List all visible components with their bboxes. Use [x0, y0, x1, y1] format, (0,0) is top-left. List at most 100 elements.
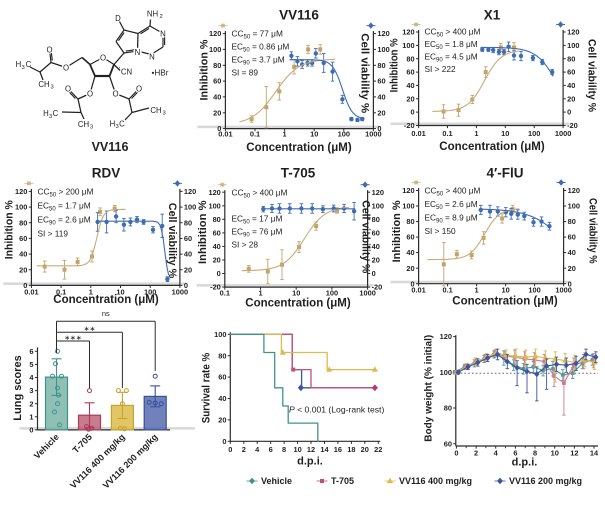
svg-text:N: N [160, 29, 166, 38]
svg-text:80: 80 [377, 61, 385, 70]
svg-text:0.1: 0.1 [220, 289, 230, 298]
svg-text:10: 10 [501, 286, 509, 295]
svg-text:40: 40 [377, 93, 385, 102]
svg-text:VV116: VV116 [279, 8, 319, 23]
svg-text:20: 20 [406, 264, 414, 273]
svg-text:Concentration (μM): Concentration (μM) [53, 294, 159, 306]
svg-text:20: 20 [372, 256, 380, 265]
svg-text:-20: -20 [567, 121, 578, 130]
svg-text:1: 1 [258, 289, 262, 298]
svg-text:N: N [149, 52, 155, 61]
svg-text:3: 3 [51, 85, 54, 91]
svg-text:80: 80 [406, 217, 414, 226]
svg-text:120: 120 [567, 28, 579, 37]
svg-text:100: 100 [402, 202, 414, 211]
svg-text:20: 20 [361, 445, 369, 454]
svg-text:O: O [136, 84, 142, 93]
svg-text:100: 100 [528, 286, 540, 295]
svg-text:Concentration (μM): Concentration (μM) [439, 141, 545, 153]
svg-text:0: 0 [377, 124, 381, 133]
svg-text:SI = 89: SI = 89 [232, 68, 259, 78]
svg-text:20: 20 [406, 94, 414, 103]
svg-text:0.1: 0.1 [56, 288, 66, 297]
svg-text:100: 100 [567, 41, 579, 50]
svg-text:40: 40 [372, 242, 380, 251]
svg-text:0.1: 0.1 [442, 129, 452, 138]
svg-text:6: 6 [29, 347, 33, 356]
svg-text:0.01: 0.01 [218, 130, 232, 139]
svg-text:4′-FlU: 4′-FlU [487, 166, 524, 181]
svg-text:N: N [135, 48, 141, 57]
svg-text:3: 3 [90, 125, 93, 131]
svg-text:1: 1 [29, 412, 33, 421]
svg-text:10: 10 [116, 288, 124, 297]
svg-text:80: 80 [567, 54, 575, 63]
svg-text:3: 3 [29, 386, 33, 395]
svg-text:80: 80 [218, 351, 226, 360]
svg-text:O: O [63, 63, 69, 72]
svg-text:60: 60 [568, 233, 576, 242]
svg-text:0.01: 0.01 [24, 288, 38, 297]
svg-text:120: 120 [440, 332, 452, 341]
svg-text:100: 100 [208, 201, 220, 210]
svg-text:SI > 28: SI > 28 [232, 240, 259, 250]
svg-text:60: 60 [406, 68, 414, 77]
svg-text:C: C [119, 120, 125, 129]
svg-text:20: 20 [567, 94, 575, 103]
svg-text:VV116: VV116 [92, 140, 129, 154]
svg-text:CH: CH [150, 106, 161, 115]
svg-text:Lung scores: Lung scores [12, 355, 24, 420]
svg-text:CN: CN [121, 68, 132, 77]
svg-text:SI > 150: SI > 150 [425, 226, 457, 236]
svg-text:1000: 1000 [555, 129, 571, 138]
svg-text:40: 40 [568, 248, 576, 257]
svg-text:X1: X1 [484, 8, 501, 23]
svg-text:-20: -20 [372, 283, 383, 292]
svg-text:-20: -20 [210, 283, 221, 292]
svg-text:Vehicle: Vehicle [261, 476, 292, 486]
svg-text:VV116 200 mg/kg: VV116 200 mg/kg [509, 476, 582, 486]
svg-text:100: 100 [326, 289, 338, 298]
svg-text:Inhibition %: Inhibition % [197, 200, 209, 264]
svg-text:3: 3 [49, 114, 52, 120]
svg-text:0: 0 [454, 449, 458, 458]
svg-text:80: 80 [406, 54, 414, 63]
svg-text:RDV: RDV [92, 166, 121, 181]
svg-text:100: 100 [144, 288, 156, 297]
svg-text:Body weight (% initial): Body weight (% initial) [424, 335, 435, 442]
svg-text:6: 6 [269, 445, 273, 454]
svg-text:′: ′ [119, 68, 121, 74]
svg-text:100: 100 [15, 203, 27, 212]
svg-text:20: 20 [184, 265, 192, 274]
svg-text:120: 120 [372, 188, 384, 197]
svg-text:100: 100 [440, 368, 452, 377]
svg-text:20: 20 [19, 265, 27, 274]
svg-text:2: 2 [242, 445, 246, 454]
svg-text:0.1: 0.1 [250, 130, 260, 139]
svg-text:T-705: T-705 [281, 166, 316, 181]
svg-text:Cell viability %: Cell viability % [360, 200, 372, 273]
svg-text:O: O [87, 89, 93, 98]
svg-text:Inhibition %: Inhibition % [391, 200, 403, 262]
svg-text:O: O [65, 84, 71, 93]
svg-text:20: 20 [568, 264, 576, 273]
svg-text:80: 80 [444, 404, 452, 413]
svg-text:12: 12 [307, 445, 315, 454]
svg-text:1000: 1000 [365, 130, 381, 139]
svg-text:Survival rate %: Survival rate % [201, 353, 213, 424]
svg-text:80: 80 [184, 218, 192, 227]
svg-text:120: 120 [377, 29, 389, 38]
svg-text:1000: 1000 [359, 289, 375, 298]
svg-text:20: 20 [218, 416, 226, 425]
svg-text:2: 2 [474, 449, 478, 458]
svg-text:60: 60 [567, 68, 575, 77]
svg-text:O: O [112, 89, 118, 98]
svg-text:0: 0 [568, 279, 572, 288]
svg-text:Concentration (μM): Concentration (μM) [246, 142, 352, 154]
svg-text:d.p.i.: d.p.i. [297, 456, 323, 468]
svg-text:10: 10 [310, 130, 318, 139]
svg-text:Concentration (μM): Concentration (μM) [245, 298, 351, 310]
svg-text:1: 1 [89, 288, 93, 297]
svg-text:80: 80 [372, 215, 380, 224]
svg-text:40: 40 [218, 394, 226, 403]
